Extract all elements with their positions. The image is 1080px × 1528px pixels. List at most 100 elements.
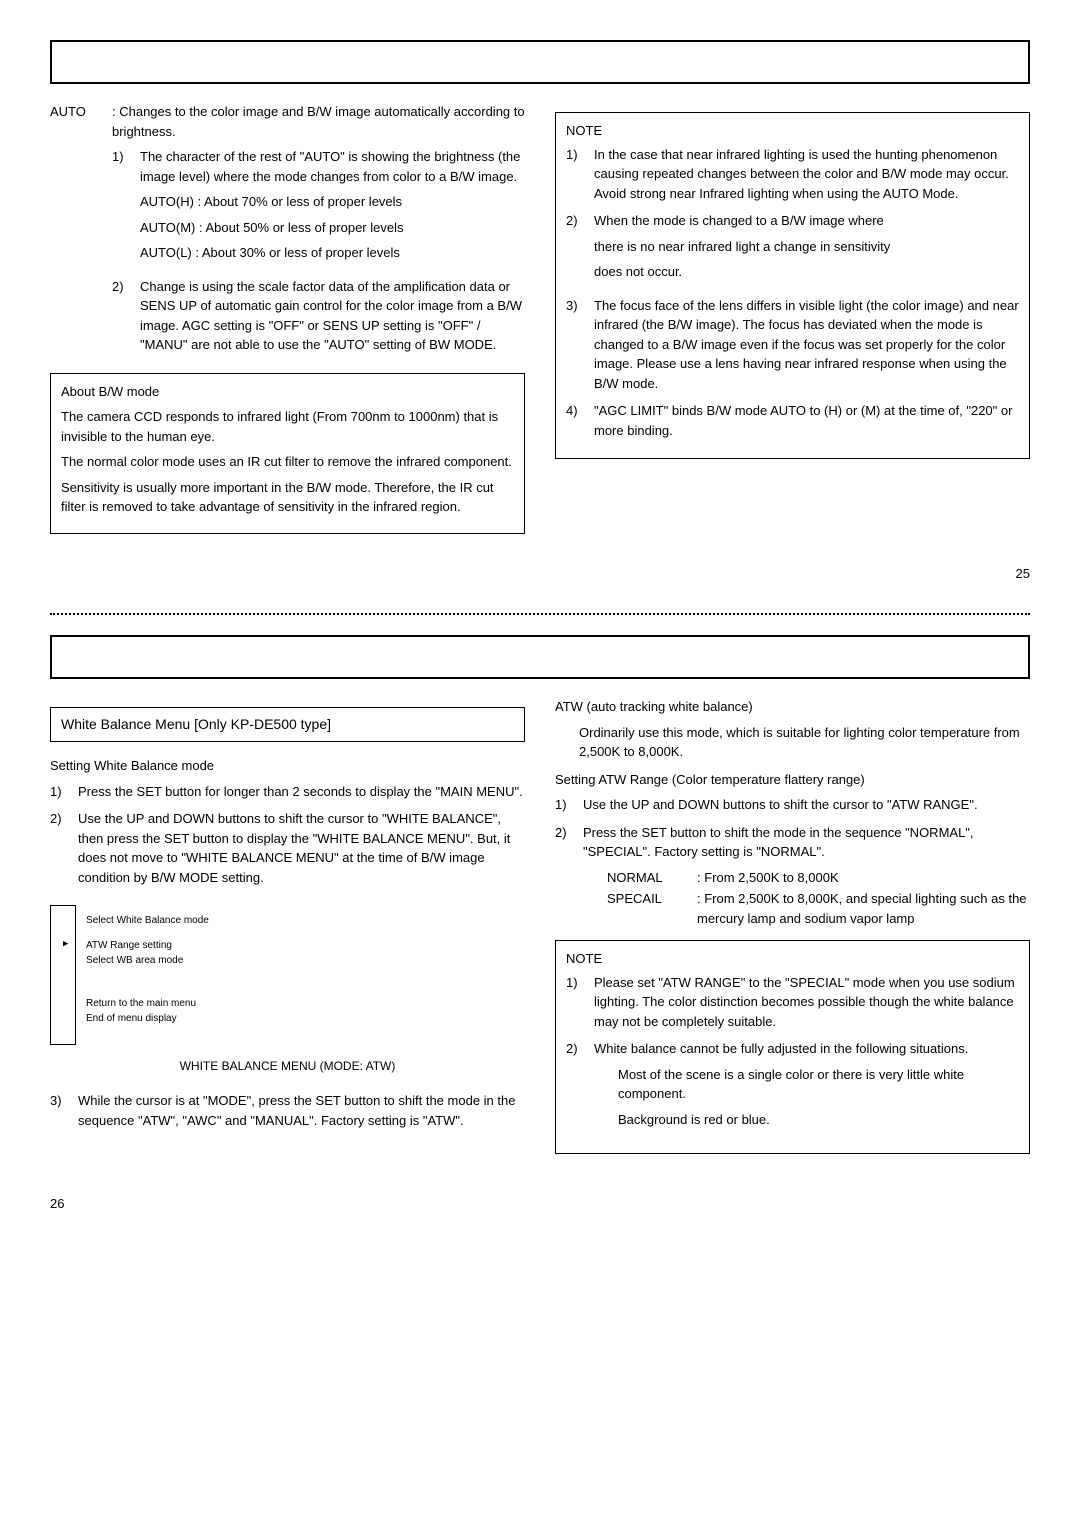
page26-left-col: White Balance Menu [Only KP-DE500 type] … — [50, 697, 525, 1164]
note2-body: When the mode is changed to a B/W image … — [594, 211, 1019, 288]
page-number-25: 25 — [50, 564, 1030, 584]
atw-step2-body: Press the SET button to shift the mode i… — [583, 823, 1030, 931]
atw-heading: ATW (auto tracking white balance) — [555, 697, 1030, 717]
wb-step2-text: Use the UP and DOWN buttons to shift the… — [78, 809, 525, 887]
page26-right-col: ATW (auto tracking white balance) Ordina… — [555, 697, 1030, 1164]
auto-l: AUTO(L) : About 30% or less of proper le… — [140, 243, 525, 263]
note-title: NOTE — [566, 121, 1019, 141]
note-item-2: 2) White balance cannot be fully adjuste… — [566, 1039, 1019, 1135]
page-25: AUTO : Changes to the color image and B/… — [50, 40, 1030, 583]
page25-columns: AUTO : Changes to the color image and B/… — [50, 102, 1030, 544]
special-row: SPECAIL : From 2,500K to 8,000K, and spe… — [607, 889, 1030, 928]
wb-step-3: 3) While the cursor is at "MODE", press … — [50, 1091, 525, 1130]
wb-step-1: 1) Press the SET button for longer than … — [50, 782, 525, 802]
note-title: NOTE — [566, 949, 1019, 969]
page25-right-col: NOTE 1) In the case that near infrared l… — [555, 102, 1030, 544]
num: 1) — [50, 782, 70, 802]
menu-label-1: Select White Balance mode — [86, 913, 209, 928]
num: 2) — [566, 1039, 586, 1135]
wb-step-2: 2) Use the UP and DOWN buttons to shift … — [50, 809, 525, 887]
num-2: 2) — [112, 277, 132, 355]
white-balance-title: White Balance Menu [Only KP-DE500 type] — [50, 707, 525, 742]
bw-box-title: About B/W mode — [61, 382, 514, 402]
bw-box-p1: The camera CCD responds to infrared ligh… — [61, 407, 514, 446]
menu-label-5: End of menu display — [86, 1011, 209, 1026]
auto-label: AUTO — [50, 102, 100, 363]
menu-labels: Select White Balance mode ATW Range sett… — [86, 895, 209, 1026]
auto-content: : Changes to the color image and B/W ima… — [112, 102, 525, 363]
setting-heading: Setting White Balance mode — [50, 756, 525, 776]
atw-steps: 1) Use the UP and DOWN buttons to shift … — [555, 795, 1030, 930]
normal-val: : From 2,500K to 8,000K — [697, 868, 839, 888]
page25-left-col: AUTO : Changes to the color image and B/… — [50, 102, 525, 544]
auto-item-1-body: The character of the rest of "AUTO" is s… — [140, 147, 525, 269]
atw-step-1: 1) Use the UP and DOWN buttons to shift … — [555, 795, 1030, 815]
page-divider — [50, 613, 1030, 615]
num: 1) — [566, 973, 586, 1032]
auto-item-2: 2) Change is using the scale factor data… — [112, 277, 525, 355]
menu-label-3: Select WB area mode — [86, 953, 209, 968]
note1-text: Please set "ATW RANGE" to the "SPECIAL" … — [594, 973, 1019, 1032]
special-label: SPECAIL — [607, 889, 687, 928]
bw-box-p3: Sensitivity is usually more important in… — [61, 478, 514, 517]
special-val: : From 2,500K to 8,000K, and special lig… — [697, 889, 1030, 928]
wb-steps: 1) Press the SET button for longer than … — [50, 782, 525, 888]
atw-range-heading: Setting ATW Range (Color temperature fla… — [555, 770, 1030, 790]
num: 2) — [566, 211, 586, 288]
note3-text: The focus face of the lens differs in vi… — [594, 296, 1019, 394]
note2a-text: Most of the scene is a single color or t… — [594, 1065, 1019, 1104]
wb-steps-cont: 3) While the cursor is at "MODE", press … — [50, 1091, 525, 1130]
auto-item1-text: The character of the rest of "AUTO" is s… — [140, 147, 525, 186]
atw-desc: Ordinarily use this mode, which is suita… — [555, 723, 1030, 762]
num: 1) — [555, 795, 575, 815]
note2b-text: Background is red or blue. — [594, 1110, 1019, 1130]
menu-caption: WHITE BALANCE MENU (MODE: ATW) — [50, 1057, 525, 1075]
auto-desc: : Changes to the color image and B/W ima… — [112, 102, 525, 141]
note2-body: White balance cannot be fully adjusted i… — [594, 1039, 1019, 1135]
note4-text: "AGC LIMIT" binds B/W mode AUTO to (H) o… — [594, 401, 1019, 440]
atw-step2-text: Press the SET button to shift the mode i… — [583, 823, 1030, 862]
note2c: does not occur. — [594, 262, 1019, 282]
note-item-2: 2) When the mode is changed to a B/W ima… — [566, 211, 1019, 288]
note2-text: White balance cannot be fully adjusted i… — [594, 1039, 1019, 1059]
num: 3) — [566, 296, 586, 394]
num-1: 1) — [112, 147, 132, 269]
normal-row: NORMAL : From 2,500K to 8,000K — [607, 868, 1030, 888]
normal-label: NORMAL — [607, 868, 687, 888]
note2a: When the mode is changed to a B/W image … — [594, 211, 1019, 231]
auto-m: AUTO(M) : About 50% or less of proper le… — [140, 218, 525, 238]
num: 2) — [555, 823, 575, 931]
menu-label-2: ATW Range setting — [86, 938, 209, 953]
note2b: there is no near infrared light a change… — [594, 237, 1019, 257]
menu-wrap: ▶ Select White Balance mode ATW Range se… — [50, 895, 525, 1051]
page25-note-box: NOTE 1) In the case that near infrared l… — [555, 112, 1030, 459]
num: 3) — [50, 1091, 70, 1130]
page25-note-list: 1) In the case that near infrared lighti… — [566, 145, 1019, 441]
note1-text: In the case that near infrared lighting … — [594, 145, 1019, 204]
auto-definition: AUTO : Changes to the color image and B/… — [50, 102, 525, 363]
auto-h: AUTO(H) : About 70% or less of proper le… — [140, 192, 525, 212]
num: 1) — [566, 145, 586, 204]
page26-note-box: NOTE 1) Please set "ATW RANGE" to the "S… — [555, 940, 1030, 1154]
page-header-bar — [50, 635, 1030, 679]
num: 2) — [50, 809, 70, 887]
note-item-1: 1) In the case that near infrared lighti… — [566, 145, 1019, 204]
auto-item2-text: Change is using the scale factor data of… — [140, 277, 525, 355]
bw-mode-box: About B/W mode The camera CCD responds t… — [50, 373, 525, 534]
auto-sublist: 1) The character of the rest of "AUTO" i… — [112, 147, 525, 355]
note-item-1: 1) Please set "ATW RANGE" to the "SPECIA… — [566, 973, 1019, 1032]
note-item-4: 4) "AGC LIMIT" binds B/W mode AUTO to (H… — [566, 401, 1019, 440]
page26-note-list: 1) Please set "ATW RANGE" to the "SPECIA… — [566, 973, 1019, 1136]
menu-label-4: Return to the main menu — [86, 996, 209, 1011]
page26-columns: White Balance Menu [Only KP-DE500 type] … — [50, 697, 1030, 1164]
page-header-bar — [50, 40, 1030, 84]
wb-step1-text: Press the SET button for longer than 2 s… — [78, 782, 525, 802]
note-item-3: 3) The focus face of the lens differs in… — [566, 296, 1019, 394]
auto-item-1: 1) The character of the rest of "AUTO" i… — [112, 147, 525, 269]
page-26: White Balance Menu [Only KP-DE500 type] … — [50, 635, 1030, 1214]
atw-step1-text: Use the UP and DOWN buttons to shift the… — [583, 795, 1030, 815]
wb-step3-text: While the cursor is at "MODE", press the… — [78, 1091, 525, 1130]
bw-box-p2: The normal color mode uses an IR cut fil… — [61, 452, 514, 472]
page-number-26: 26 — [50, 1194, 1030, 1214]
cursor-icon: ▶ — [63, 936, 68, 952]
